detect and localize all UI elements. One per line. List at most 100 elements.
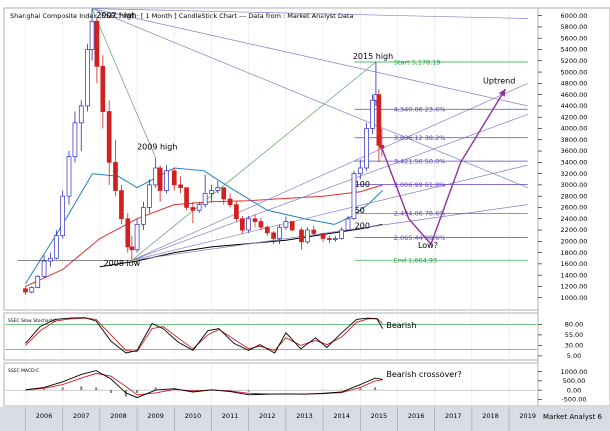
candle-body: [94, 20, 100, 67]
candle-body: [171, 170, 177, 186]
macd-tick-label: -500.00: [561, 396, 586, 404]
candle-body: [289, 221, 295, 231]
trendline: [91, 8, 528, 189]
stochastic-annotation: Bearish: [386, 321, 416, 330]
price-tick-label: 5000.00: [561, 68, 588, 76]
fib-level-label: 3,421.56 50.0%: [394, 157, 446, 165]
projection-arrowhead: [498, 88, 506, 97]
fib-level-label: 3,006.99 61.8%: [394, 181, 446, 189]
trendline: [92, 8, 528, 19]
annotation-label: 2015 high: [353, 52, 393, 61]
price-tick-label: 5400.00: [561, 46, 588, 54]
candle-body: [364, 128, 369, 169]
candle-body: [311, 229, 317, 234]
x-tick-label: 2007: [73, 412, 90, 420]
time-axis-bar: [0, 407, 610, 431]
candle-body: [141, 207, 146, 225]
x-tick-label: 2006: [36, 412, 53, 420]
annotation-label: 2008 low: [104, 259, 141, 268]
price-tick-label: 5200.00: [561, 57, 588, 65]
candle-body: [106, 111, 112, 163]
price-tick-label: 2200.00: [561, 226, 588, 234]
macd-annotation: Bearish crossover?: [386, 370, 461, 379]
candle-body: [277, 226, 282, 239]
candle-body: [35, 275, 41, 288]
annotation-label: 2007 high: [96, 11, 136, 20]
candle-body: [146, 184, 152, 208]
candle-body: [202, 192, 208, 205]
macd-title: SSEC MACD-C: [8, 368, 39, 374]
candle-body: [78, 105, 84, 124]
price-tick-label: 6000.00: [561, 12, 588, 20]
candle-body: [157, 167, 163, 191]
x-tick-label: 2011: [222, 412, 239, 420]
x-tick-label: 2010: [185, 412, 202, 420]
chart-title: Shanghai Composite Index (SSEC) (W) · [ …: [10, 12, 353, 20]
candle-body: [89, 20, 95, 50]
candle-body: [29, 287, 35, 293]
candle-body: [240, 218, 245, 231]
price-axis-panel: [537, 7, 610, 407]
macd-panel: [3, 362, 539, 407]
fib-level-label: End 1,664.93: [394, 257, 437, 265]
candle-body: [85, 49, 90, 107]
price-tick-label: 2000.00: [561, 238, 588, 246]
candle-body: [283, 221, 289, 228]
candle-body: [125, 218, 131, 248]
price-tick-label: 1600.00: [561, 260, 588, 268]
candle-body: [370, 99, 375, 129]
macd-tick-label: 0.00: [567, 386, 581, 394]
price-tick-label: 3000.00: [561, 181, 588, 189]
stochastic-tick-label: 55.00: [565, 331, 584, 339]
trendline: [131, 61, 377, 261]
x-tick-label: 2016: [408, 412, 425, 420]
annotation-label: Low?: [418, 241, 438, 250]
x-tick-label: 2013: [296, 412, 313, 420]
x-tick-label: 2008: [110, 412, 127, 420]
stochastic-title: SSEC Slow Stochastic: [8, 318, 57, 324]
fib-level-label: Start 5,178.19: [394, 58, 441, 66]
x-tick-label: 2012: [259, 412, 276, 420]
macd-line: [25, 370, 383, 399]
candle-body: [184, 187, 189, 208]
candle-body: [234, 204, 239, 220]
stochastic-tick-label: 80.00: [565, 321, 584, 329]
price-tick-label: 3800.00: [561, 136, 588, 144]
price-tick-label: 1400.00: [561, 271, 588, 279]
fib-level-label: 3,836.12 38.2%: [394, 134, 446, 142]
price-tick-label: 3200.00: [561, 170, 588, 178]
annotation-label: 50: [355, 206, 365, 215]
macd-tick-label: 1000.00: [561, 368, 588, 376]
candle-body: [379, 145, 385, 149]
candle-body: [129, 246, 135, 251]
price-tick-label: 1800.00: [561, 249, 588, 257]
candle-body: [164, 170, 169, 191]
x-tick-label: 2014: [333, 412, 350, 420]
price-tick-label: 2400.00: [561, 215, 588, 223]
macd-tick-label: 500.00: [563, 377, 586, 385]
trendline: [131, 204, 528, 261]
candle-body: [134, 224, 140, 251]
price-tick-label: 3400.00: [561, 159, 588, 167]
price-panel: [3, 7, 539, 311]
stochastic-panel: [3, 312, 539, 361]
projection-path: [381, 88, 506, 246]
candle-body: [252, 218, 258, 222]
candle-body: [264, 226, 270, 234]
candle-body: [246, 218, 252, 231]
candle-body: [227, 198, 233, 205]
fib-level-label: 4,340.06 23.6%: [394, 106, 446, 114]
candle-body: [339, 229, 345, 239]
candle-body: [72, 122, 78, 158]
candle-body: [113, 161, 118, 191]
trendline: [131, 164, 528, 261]
candle-body: [53, 235, 59, 259]
fib-level-label: 2,065.44 88.6%: [394, 234, 446, 242]
annotation-label: 2009 high: [137, 142, 177, 151]
price-tick-label: 4800.00: [561, 80, 588, 88]
annotation-label: 100: [355, 180, 370, 189]
candle-body: [23, 288, 28, 293]
price-tick-label: 5600.00: [561, 34, 588, 42]
candle-body: [221, 187, 227, 200]
